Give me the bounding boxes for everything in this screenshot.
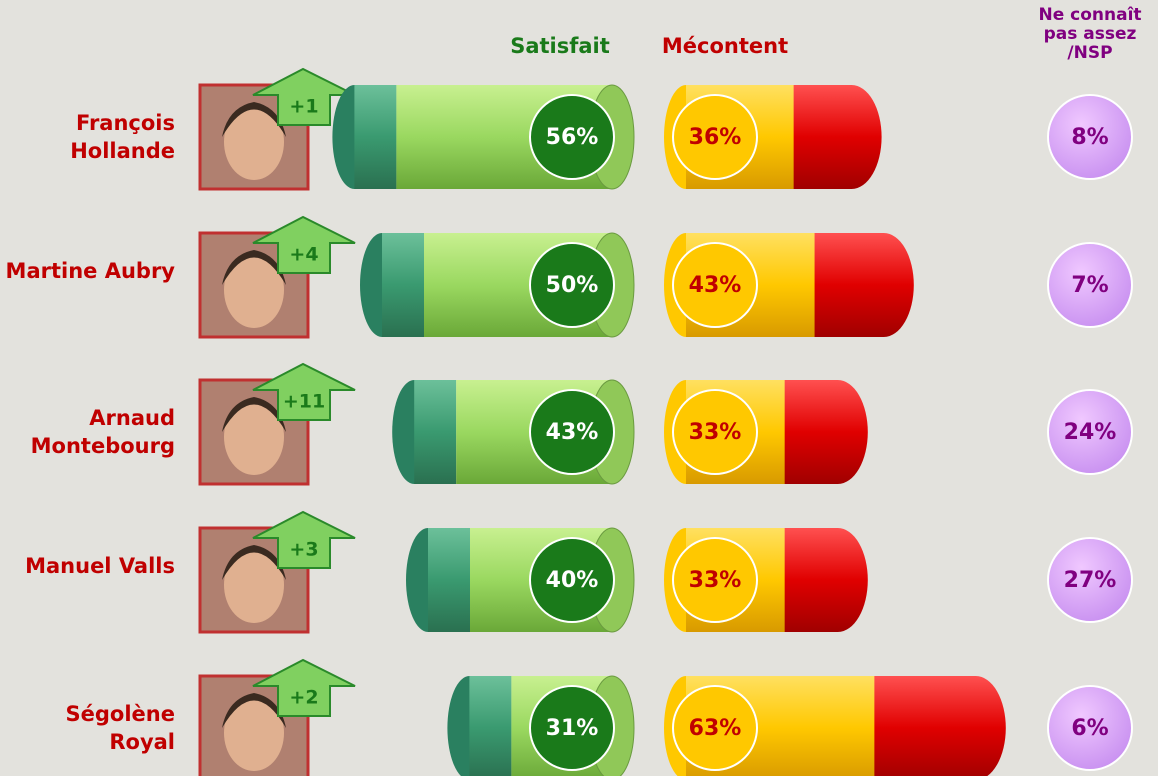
value-label: 24% <box>1064 420 1117 445</box>
value-label: 31% <box>546 716 599 741</box>
candidate-name: François Hollande <box>0 109 175 165</box>
value-label: 8% <box>1071 125 1108 150</box>
cap <box>808 528 868 632</box>
body <box>382 233 424 337</box>
value-label: 33% <box>689 568 742 593</box>
cap <box>808 380 868 484</box>
value-label: 36% <box>689 125 742 150</box>
body <box>469 676 511 776</box>
value-label: 63% <box>689 716 742 741</box>
infographic: +1 56% 36% 8% +4 50% 43% 7% +11 43% 33% 24% +3 40% 33%… <box>0 0 1158 776</box>
change-label: +11 <box>283 391 325 413</box>
change-label: +3 <box>289 539 318 561</box>
body <box>354 85 396 189</box>
value-label: 40% <box>546 568 599 593</box>
candidate-name: Ségolène Royal <box>0 700 175 756</box>
legend-mecontent: Mécontent <box>640 34 810 58</box>
cap <box>854 233 914 337</box>
candidate-name: Manuel Valls <box>0 552 175 580</box>
legend-nsp: Ne connaît pas assez /NSP <box>1030 6 1150 63</box>
change-label: +4 <box>289 244 318 266</box>
body <box>428 528 470 632</box>
value-label: 56% <box>546 125 599 150</box>
candidate-name: Martine Aubry <box>0 257 175 285</box>
value-label: 50% <box>546 273 599 298</box>
cap <box>822 85 882 189</box>
value-label: 43% <box>689 273 742 298</box>
value-label: 43% <box>546 420 599 445</box>
value-label: 7% <box>1071 273 1108 298</box>
change-label: +1 <box>289 96 318 118</box>
change-label: +2 <box>289 687 318 709</box>
body <box>414 380 456 484</box>
legend-satisfait: Satisfait <box>480 34 640 58</box>
value-label: 33% <box>689 420 742 445</box>
value-label: 27% <box>1064 568 1117 593</box>
value-label: 6% <box>1071 716 1108 741</box>
cap <box>946 676 1006 776</box>
candidate-name: Arnaud Montebourg <box>0 404 175 460</box>
